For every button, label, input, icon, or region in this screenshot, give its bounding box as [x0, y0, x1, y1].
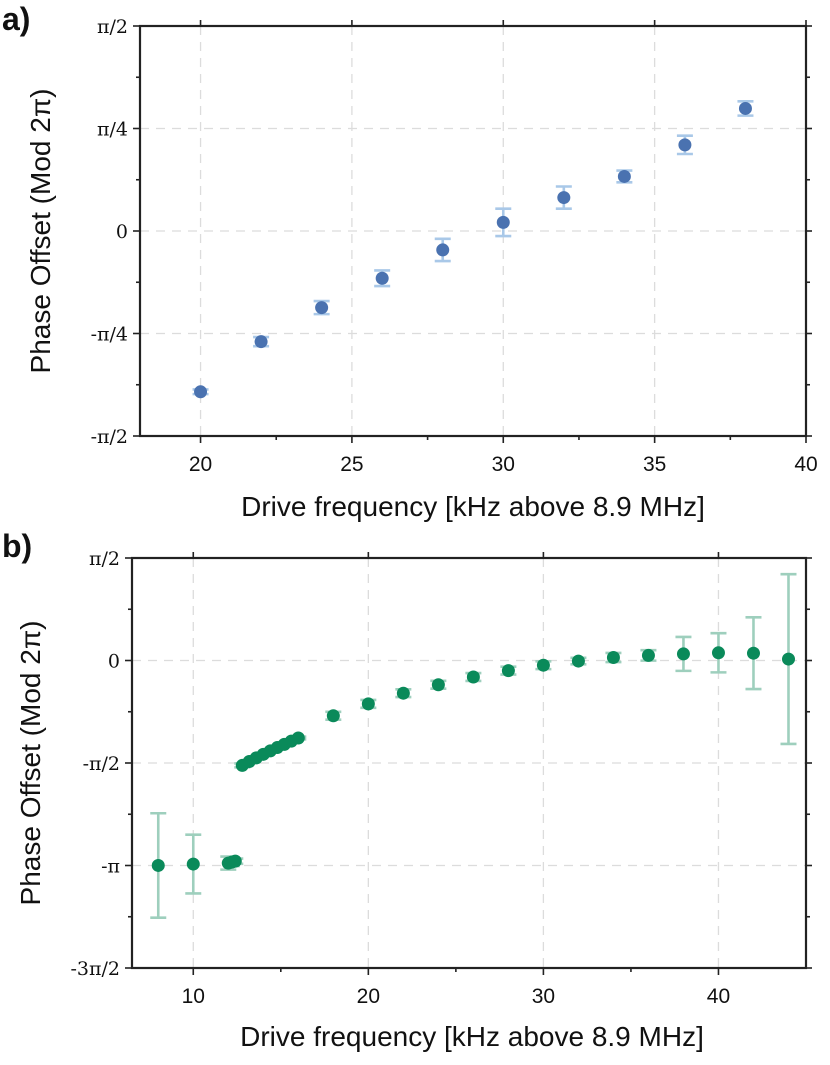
data-point [436, 243, 450, 257]
y-tick-label: 0 [108, 651, 120, 673]
data-point [228, 854, 242, 868]
data-point [678, 138, 692, 152]
data-point [151, 858, 165, 872]
x-tick-label: 20 [189, 453, 212, 476]
data-point [396, 686, 410, 700]
data-point [738, 101, 752, 115]
panel-a-y-axis-label: Phase Offset (Mod 2π) [25, 89, 56, 374]
data-point [781, 652, 795, 666]
data-point [291, 731, 305, 745]
data-point [194, 385, 208, 399]
data-point [496, 215, 510, 229]
panel-b-x-ticks: 10 20 30 40 [182, 552, 730, 1008]
y-tick-label: -π/2 [83, 753, 120, 775]
data-point [361, 697, 375, 711]
data-point [375, 271, 389, 285]
data-point [571, 654, 585, 668]
y-tick-label: -π/2 [91, 426, 128, 448]
x-tick-label: 30 [532, 985, 555, 1008]
panel-b-y-ticks: -3π/2 -π -π/2 0 π/2 [71, 548, 812, 980]
data-point [254, 335, 268, 349]
panel-b-x-axis-label: Drive frequency [kHz above 8.9 MHz] [240, 1021, 704, 1052]
panel-a-x-ticks: 20 25 30 35 40 [189, 20, 818, 476]
y-tick-label: -3π/2 [71, 958, 121, 980]
y-tick-label: 0 [116, 221, 128, 243]
data-point [186, 857, 200, 871]
x-tick-label: 25 [340, 453, 363, 476]
x-tick-label: 30 [492, 453, 515, 476]
panel-a-label: a) [2, 1, 30, 37]
data-point [746, 646, 760, 660]
x-tick-label: 40 [707, 985, 730, 1008]
panel-b-y-axis-label: Phase Offset (Mod 2π) [15, 621, 46, 906]
data-point [617, 169, 631, 183]
y-tick-label: π/2 [97, 16, 128, 38]
y-tick-label: π/4 [97, 119, 128, 141]
y-tick-label: -π/4 [91, 324, 128, 346]
x-tick-label: 35 [643, 453, 666, 476]
data-point [711, 646, 725, 660]
x-tick-label: 20 [357, 985, 380, 1008]
x-tick-label: 10 [182, 985, 205, 1008]
panel-a-x-axis-label: Drive frequency [kHz above 8.9 MHz] [241, 491, 705, 522]
data-point [315, 301, 329, 315]
data-point [557, 191, 571, 205]
panel-a-chart: a) 20 25 30 35 40 -π/2 -π/4 0 π/4 π/2 Drive freq… [2, 1, 818, 522]
data-point [536, 658, 550, 672]
y-tick-label: π/2 [89, 548, 120, 570]
panel-a-errorbars [192, 99, 754, 396]
x-tick-label: 40 [794, 453, 817, 476]
data-point [606, 650, 620, 664]
data-point [501, 664, 515, 678]
data-point [641, 648, 655, 662]
data-point [676, 647, 690, 661]
y-tick-label: -π [101, 856, 120, 878]
data-point [431, 678, 445, 692]
panel-b-grid [132, 557, 806, 969]
panel-a-grid [140, 25, 807, 437]
panel-a-points [194, 101, 752, 399]
panel-b-points [151, 646, 795, 872]
data-point [326, 709, 340, 723]
panel-b-label: b) [2, 528, 32, 564]
panel-a-y-ticks: -π/2 -π/4 0 π/4 π/2 [91, 16, 812, 448]
data-point [466, 670, 480, 684]
panel-b-chart: b) 10 20 30 40 -3π/2 -π -π/2 0 π/2 Drive freque… [2, 528, 812, 1052]
